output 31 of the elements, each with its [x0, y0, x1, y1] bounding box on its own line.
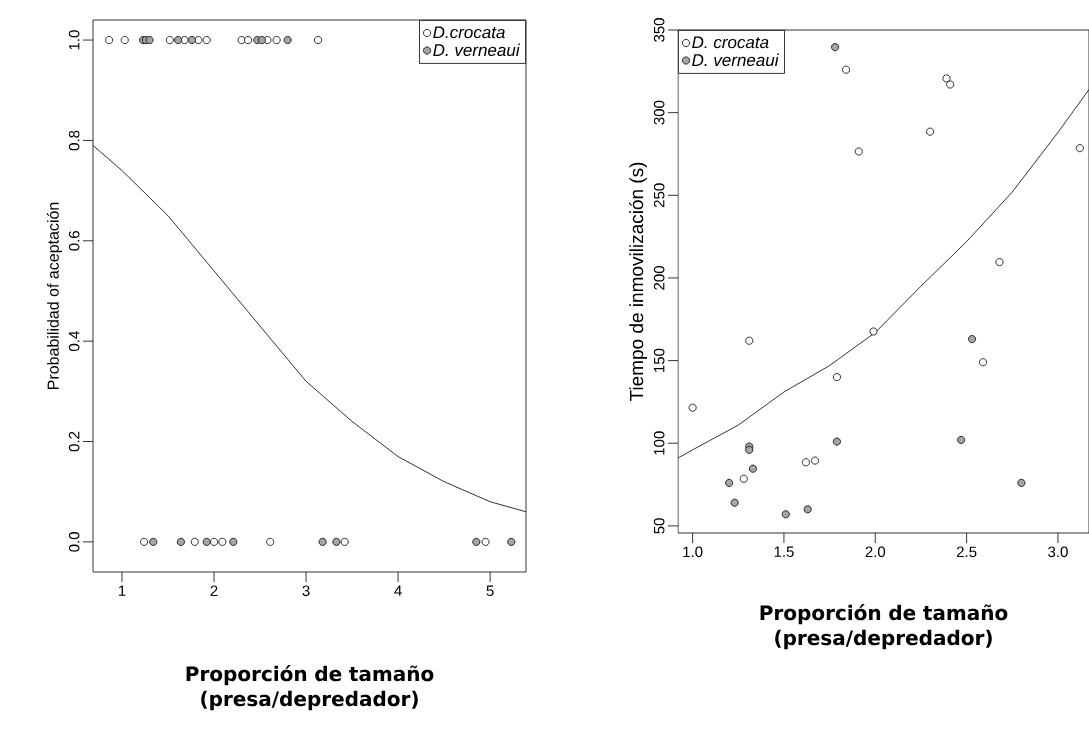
y-axis-title: Tiempo de inmovilización (s) — [629, 162, 647, 402]
x-tick-label: 1.5 — [774, 546, 794, 557]
x-tick-label: 4 — [394, 585, 402, 596]
y-tick-label: 0.4 — [68, 331, 80, 351]
legend-label: D.crocata — [433, 26, 505, 39]
x-tick-label: 2.5 — [956, 546, 977, 558]
y-tick-label: 0.2 — [68, 431, 80, 452]
y-tick-label: 0.8 — [68, 130, 80, 151]
y-tick-label: 300 — [653, 100, 665, 125]
y-tick-label: 100 — [653, 431, 665, 455]
x-axis-title: Proporción de tamaño (presa/depredador) — [760, 604, 1008, 650]
y-tick-label: 0.6 — [68, 231, 80, 251]
legend-label: D. crocata — [692, 36, 769, 49]
y-tick-label: 50 — [653, 518, 665, 534]
x-tick-label: 3 — [302, 585, 310, 597]
y-tick-label: 0.0 — [68, 532, 80, 552]
x-tick-label: 5 — [486, 585, 494, 596]
y-tick-label: 150 — [653, 348, 665, 372]
x-tick-label: 2.0 — [865, 546, 886, 558]
x-tick-label: 2 — [210, 585, 218, 596]
y-tick-label: 350 — [653, 18, 665, 42]
y-tick-label: 250 — [653, 183, 665, 208]
y-tick-label: 1.0 — [68, 30, 80, 50]
x-axis-title: Proporción de tamaño (presa/depredador) — [186, 665, 434, 711]
x-tick-label: 1 — [118, 585, 126, 596]
legend-label: D. verneaui — [692, 53, 779, 67]
y-tick-label: 200 — [653, 266, 665, 290]
legend-label: D. verneaui — [433, 43, 520, 57]
x-tick-label: 1.0 — [683, 546, 703, 558]
x-tick-label: 3.0 — [1048, 546, 1068, 558]
y-axis-title: Probabilidad of aceptación — [46, 202, 62, 389]
